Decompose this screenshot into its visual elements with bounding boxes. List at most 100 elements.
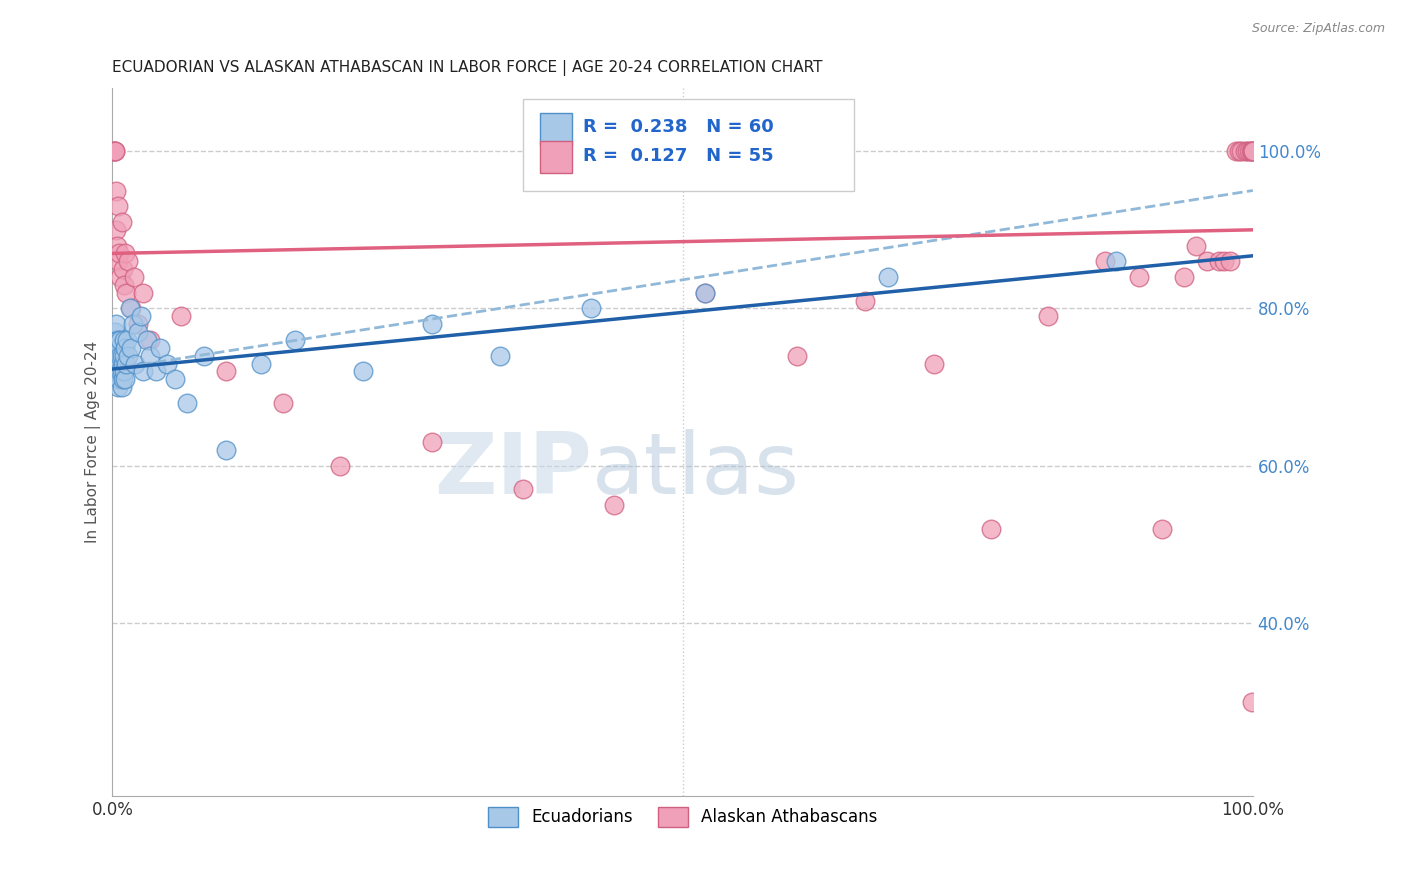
Point (352, 364, 374, 378)
Point (108, 372, 131, 386)
Point (1094, 254, 1116, 268)
Point (273, 396, 295, 410)
Point (1241, 695, 1264, 709)
Point (104, 357, 127, 371)
Point (1230, 144, 1253, 158)
Point (108, 246, 131, 260)
Point (135, 333, 157, 347)
Point (877, 270, 900, 285)
Point (122, 317, 145, 331)
Point (104, 223, 127, 237)
Point (110, 349, 132, 363)
Point (1239, 144, 1261, 158)
Point (117, 349, 139, 363)
Point (110, 270, 132, 285)
Point (124, 357, 146, 371)
Point (149, 341, 172, 355)
Point (853, 293, 876, 308)
Point (1240, 144, 1263, 158)
Point (129, 310, 152, 324)
Point (512, 483, 534, 497)
Point (110, 364, 132, 378)
Text: atlas: atlas (592, 429, 800, 512)
Point (104, 325, 127, 339)
Text: Source: ZipAtlas.com: Source: ZipAtlas.com (1251, 22, 1385, 36)
Point (215, 443, 238, 458)
Point (1185, 238, 1208, 252)
Point (112, 333, 135, 347)
Text: ECUADORIAN VS ALASKAN ATHABASCAN IN LABOR FORCE | AGE 20-24 CORRELATION CHART: ECUADORIAN VS ALASKAN ATHABASCAN IN LABO… (112, 60, 823, 76)
Point (112, 277, 135, 292)
Point (786, 349, 808, 363)
Point (176, 396, 198, 410)
Point (105, 357, 128, 371)
Point (139, 349, 162, 363)
Point (139, 333, 162, 347)
Point (215, 364, 238, 378)
Point (104, 144, 127, 158)
Point (111, 357, 134, 371)
Point (110, 349, 132, 363)
Point (489, 349, 512, 363)
Point (107, 333, 129, 347)
Point (120, 341, 142, 355)
Point (1173, 270, 1195, 285)
Point (118, 301, 141, 316)
Point (1240, 144, 1263, 158)
Point (115, 333, 138, 347)
Point (420, 435, 443, 450)
Point (122, 270, 145, 285)
Point (127, 325, 149, 339)
Point (1227, 144, 1250, 158)
Point (165, 372, 187, 386)
Point (104, 317, 127, 331)
Point (132, 364, 155, 378)
Point (1236, 144, 1258, 158)
Point (105, 341, 128, 355)
Point (193, 349, 215, 363)
Point (284, 333, 307, 347)
FancyBboxPatch shape (523, 99, 853, 191)
Point (132, 285, 155, 300)
Point (1225, 144, 1247, 158)
Point (115, 285, 138, 300)
Legend: Ecuadorians, Alaskan Athabascans: Ecuadorians, Alaskan Athabascans (481, 800, 884, 834)
Point (1219, 254, 1241, 268)
Point (111, 262, 134, 277)
Point (107, 199, 129, 213)
Point (105, 238, 128, 252)
Point (103, 349, 125, 363)
Point (107, 349, 129, 363)
Point (170, 310, 193, 324)
Point (115, 357, 138, 371)
Point (114, 341, 136, 355)
Point (117, 254, 139, 268)
Point (581, 301, 603, 316)
Point (104, 333, 127, 347)
Point (114, 246, 136, 260)
Point (108, 357, 131, 371)
FancyBboxPatch shape (540, 113, 572, 145)
Point (107, 254, 129, 268)
Point (249, 357, 271, 371)
Point (110, 364, 132, 378)
Point (1128, 270, 1150, 285)
Point (1241, 144, 1264, 158)
Point (114, 372, 136, 386)
Point (110, 215, 132, 229)
Point (1239, 144, 1261, 158)
Text: R =  0.238   N = 60: R = 0.238 N = 60 (583, 119, 775, 136)
Point (107, 364, 129, 378)
Point (156, 357, 179, 371)
Text: ZIP: ZIP (433, 429, 592, 512)
Point (103, 144, 125, 158)
Y-axis label: In Labor Force | Age 20-24: In Labor Force | Age 20-24 (86, 341, 101, 543)
Point (420, 317, 443, 331)
Point (145, 364, 167, 378)
Point (1150, 522, 1173, 536)
Point (103, 333, 125, 347)
Point (105, 372, 128, 386)
Point (695, 285, 717, 300)
Point (104, 184, 127, 198)
Point (1213, 254, 1236, 268)
